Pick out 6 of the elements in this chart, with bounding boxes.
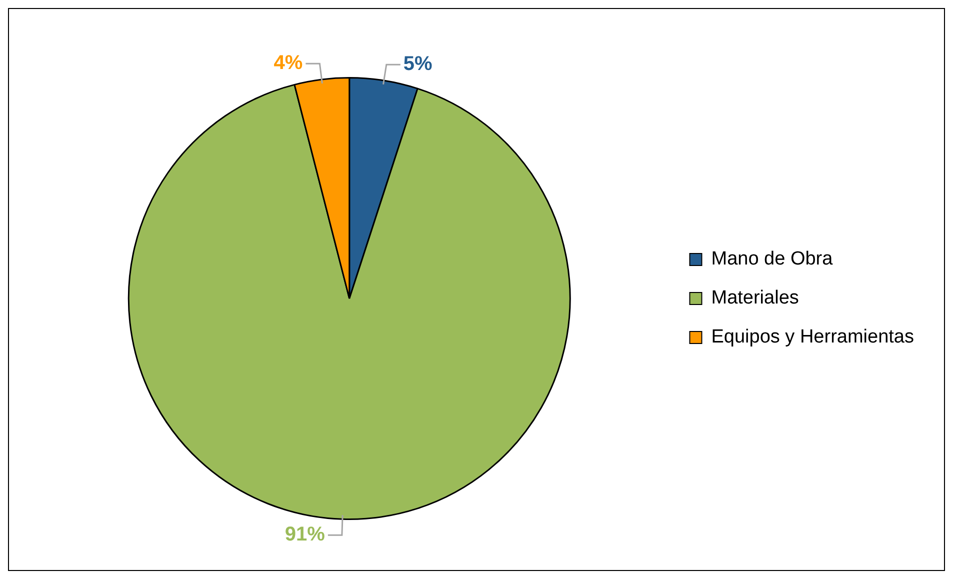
legend-label: Equipos y Herramientas bbox=[711, 326, 914, 348]
legend-label: Materiales bbox=[711, 288, 799, 309]
data-label: 91% bbox=[284, 524, 326, 546]
data-label: 4% bbox=[274, 52, 303, 74]
legend-label: Mano de Obra bbox=[711, 248, 834, 270]
data-label: 5% bbox=[403, 53, 433, 76]
